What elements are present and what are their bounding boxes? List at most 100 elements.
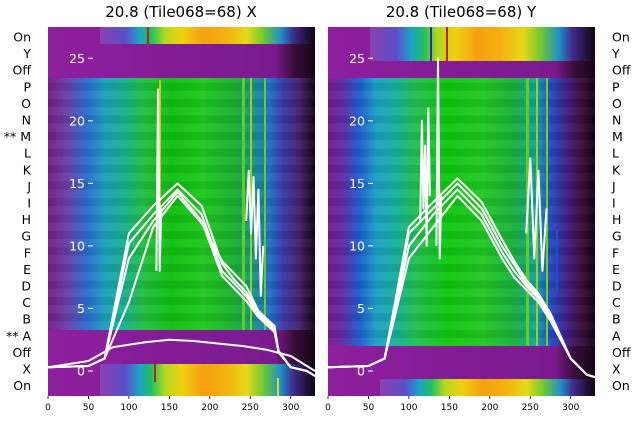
row-label: M bbox=[612, 129, 623, 144]
x-tick-label: 200 bbox=[201, 403, 218, 413]
overlay-lines-right bbox=[328, 57, 595, 379]
row-label: On bbox=[13, 378, 31, 393]
x-tick-label: 250 bbox=[242, 403, 259, 413]
row-label: X bbox=[612, 362, 621, 377]
y-tick-label: 5 bbox=[77, 301, 85, 316]
heatmap-streak bbox=[250, 78, 252, 330]
y-tick-label: 15 bbox=[69, 176, 85, 191]
row-label: O bbox=[612, 96, 622, 111]
heatmap-band bbox=[328, 346, 595, 379]
row-label: D bbox=[612, 279, 622, 294]
row-label: On bbox=[612, 378, 630, 393]
row-label: K bbox=[23, 162, 32, 177]
row-label: Off bbox=[612, 63, 631, 78]
row-label: Off bbox=[13, 345, 32, 360]
heatmap-streak bbox=[430, 27, 432, 61]
x-tick-label: 300 bbox=[562, 403, 579, 413]
row-label: K bbox=[612, 162, 621, 177]
row-label: N bbox=[22, 113, 31, 128]
heatmap-right bbox=[328, 27, 595, 396]
row-label: On bbox=[13, 30, 31, 45]
row-label: ** M bbox=[4, 129, 31, 144]
heatmap-band bbox=[328, 61, 595, 78]
row-label: J bbox=[26, 179, 31, 194]
series-line bbox=[245, 169, 265, 297]
heatmap-streak bbox=[159, 80, 161, 250]
row-label: O bbox=[21, 96, 31, 111]
heatmap-streak bbox=[264, 78, 266, 330]
x-tick-label: 150 bbox=[161, 403, 178, 413]
row-label: On bbox=[612, 30, 630, 45]
x-tick-label: 0 bbox=[325, 403, 331, 413]
heatmap-band bbox=[370, 27, 595, 61]
panel-left: 20.8 (Tile068=68) X 0 5 10 15 20 25 0 50 100 150… bbox=[4, 3, 315, 413]
x-tick-label: 300 bbox=[282, 403, 299, 413]
heatmap-streak bbox=[277, 378, 279, 396]
heatmap-streak bbox=[556, 230, 558, 290]
y-tick-label: 20 bbox=[349, 113, 365, 128]
panel-title-left: 20.8 (Tile068=68) X bbox=[105, 3, 256, 21]
row-label: P bbox=[23, 79, 31, 94]
x-tick-label: 200 bbox=[481, 403, 498, 413]
row-label: F bbox=[24, 245, 31, 260]
row-label: E bbox=[612, 262, 620, 277]
series-line bbox=[48, 194, 315, 377]
y-tick-label: 10 bbox=[349, 238, 365, 253]
y-ticks-left: 0 5 10 15 20 25 bbox=[69, 51, 93, 378]
y-tick-label: 15 bbox=[349, 176, 365, 191]
heatmap-band bbox=[48, 44, 315, 78]
heatmap-band bbox=[328, 78, 595, 346]
x-tick-label: 0 bbox=[45, 403, 51, 413]
series-line bbox=[328, 177, 595, 379]
row-label: E bbox=[23, 262, 31, 277]
x-ticks-left: 0 50 100 150 200 250 300 bbox=[45, 396, 300, 413]
row-label: F bbox=[612, 245, 619, 260]
overlay-lines-left bbox=[48, 88, 315, 377]
row-label: L bbox=[612, 146, 619, 161]
row-label: C bbox=[612, 295, 621, 310]
row-label: B bbox=[612, 312, 621, 327]
row-label: N bbox=[612, 113, 621, 128]
row-label: ** A bbox=[6, 328, 31, 343]
y-tick-label: 20 bbox=[69, 113, 85, 128]
series-line bbox=[419, 107, 431, 247]
panel-title-right: 20.8 (Tile068=68) Y bbox=[386, 3, 537, 21]
heatmap-streak bbox=[446, 27, 448, 61]
row-label: Y bbox=[22, 46, 31, 61]
series-line bbox=[435, 57, 443, 260]
row-label: X bbox=[22, 362, 31, 377]
x-tick-label: 250 bbox=[522, 403, 539, 413]
heatmap-band bbox=[100, 27, 315, 44]
row-label: P bbox=[612, 79, 620, 94]
row-label: G bbox=[612, 229, 622, 244]
row-label: H bbox=[22, 212, 31, 227]
heatmap-band bbox=[100, 364, 315, 396]
x-tick-label: 50 bbox=[363, 403, 375, 413]
series-line bbox=[525, 157, 548, 272]
heatmap-streak bbox=[154, 364, 156, 382]
row-label: Off bbox=[13, 63, 32, 78]
y-tick-label: 5 bbox=[357, 301, 365, 316]
x-tick-label: 150 bbox=[441, 403, 458, 413]
row-label: Off bbox=[612, 345, 631, 360]
row-label: Y bbox=[611, 46, 620, 61]
x-tick-label: 100 bbox=[400, 403, 417, 413]
row-label: B bbox=[22, 312, 31, 327]
y-tick-label: 25 bbox=[349, 51, 365, 66]
row-label: J bbox=[611, 179, 616, 194]
series-line bbox=[155, 88, 163, 272]
row-label: C bbox=[22, 295, 31, 310]
y-tick-label: 25 bbox=[69, 51, 85, 66]
heatmap-streak bbox=[147, 27, 149, 44]
heatmap-left bbox=[48, 27, 315, 396]
panel-right: 20.8 (Tile068=68) Y 0 5 10 15 20 25 0 50 100 150… bbox=[325, 3, 631, 413]
series-line bbox=[48, 338, 315, 372]
x-ticks-right: 0 50 100 150 200 250 300 bbox=[325, 396, 580, 413]
row-label: G bbox=[21, 229, 31, 244]
x-tick-label: 50 bbox=[83, 403, 95, 413]
x-tick-label: 100 bbox=[120, 403, 137, 413]
row-label: D bbox=[21, 279, 31, 294]
